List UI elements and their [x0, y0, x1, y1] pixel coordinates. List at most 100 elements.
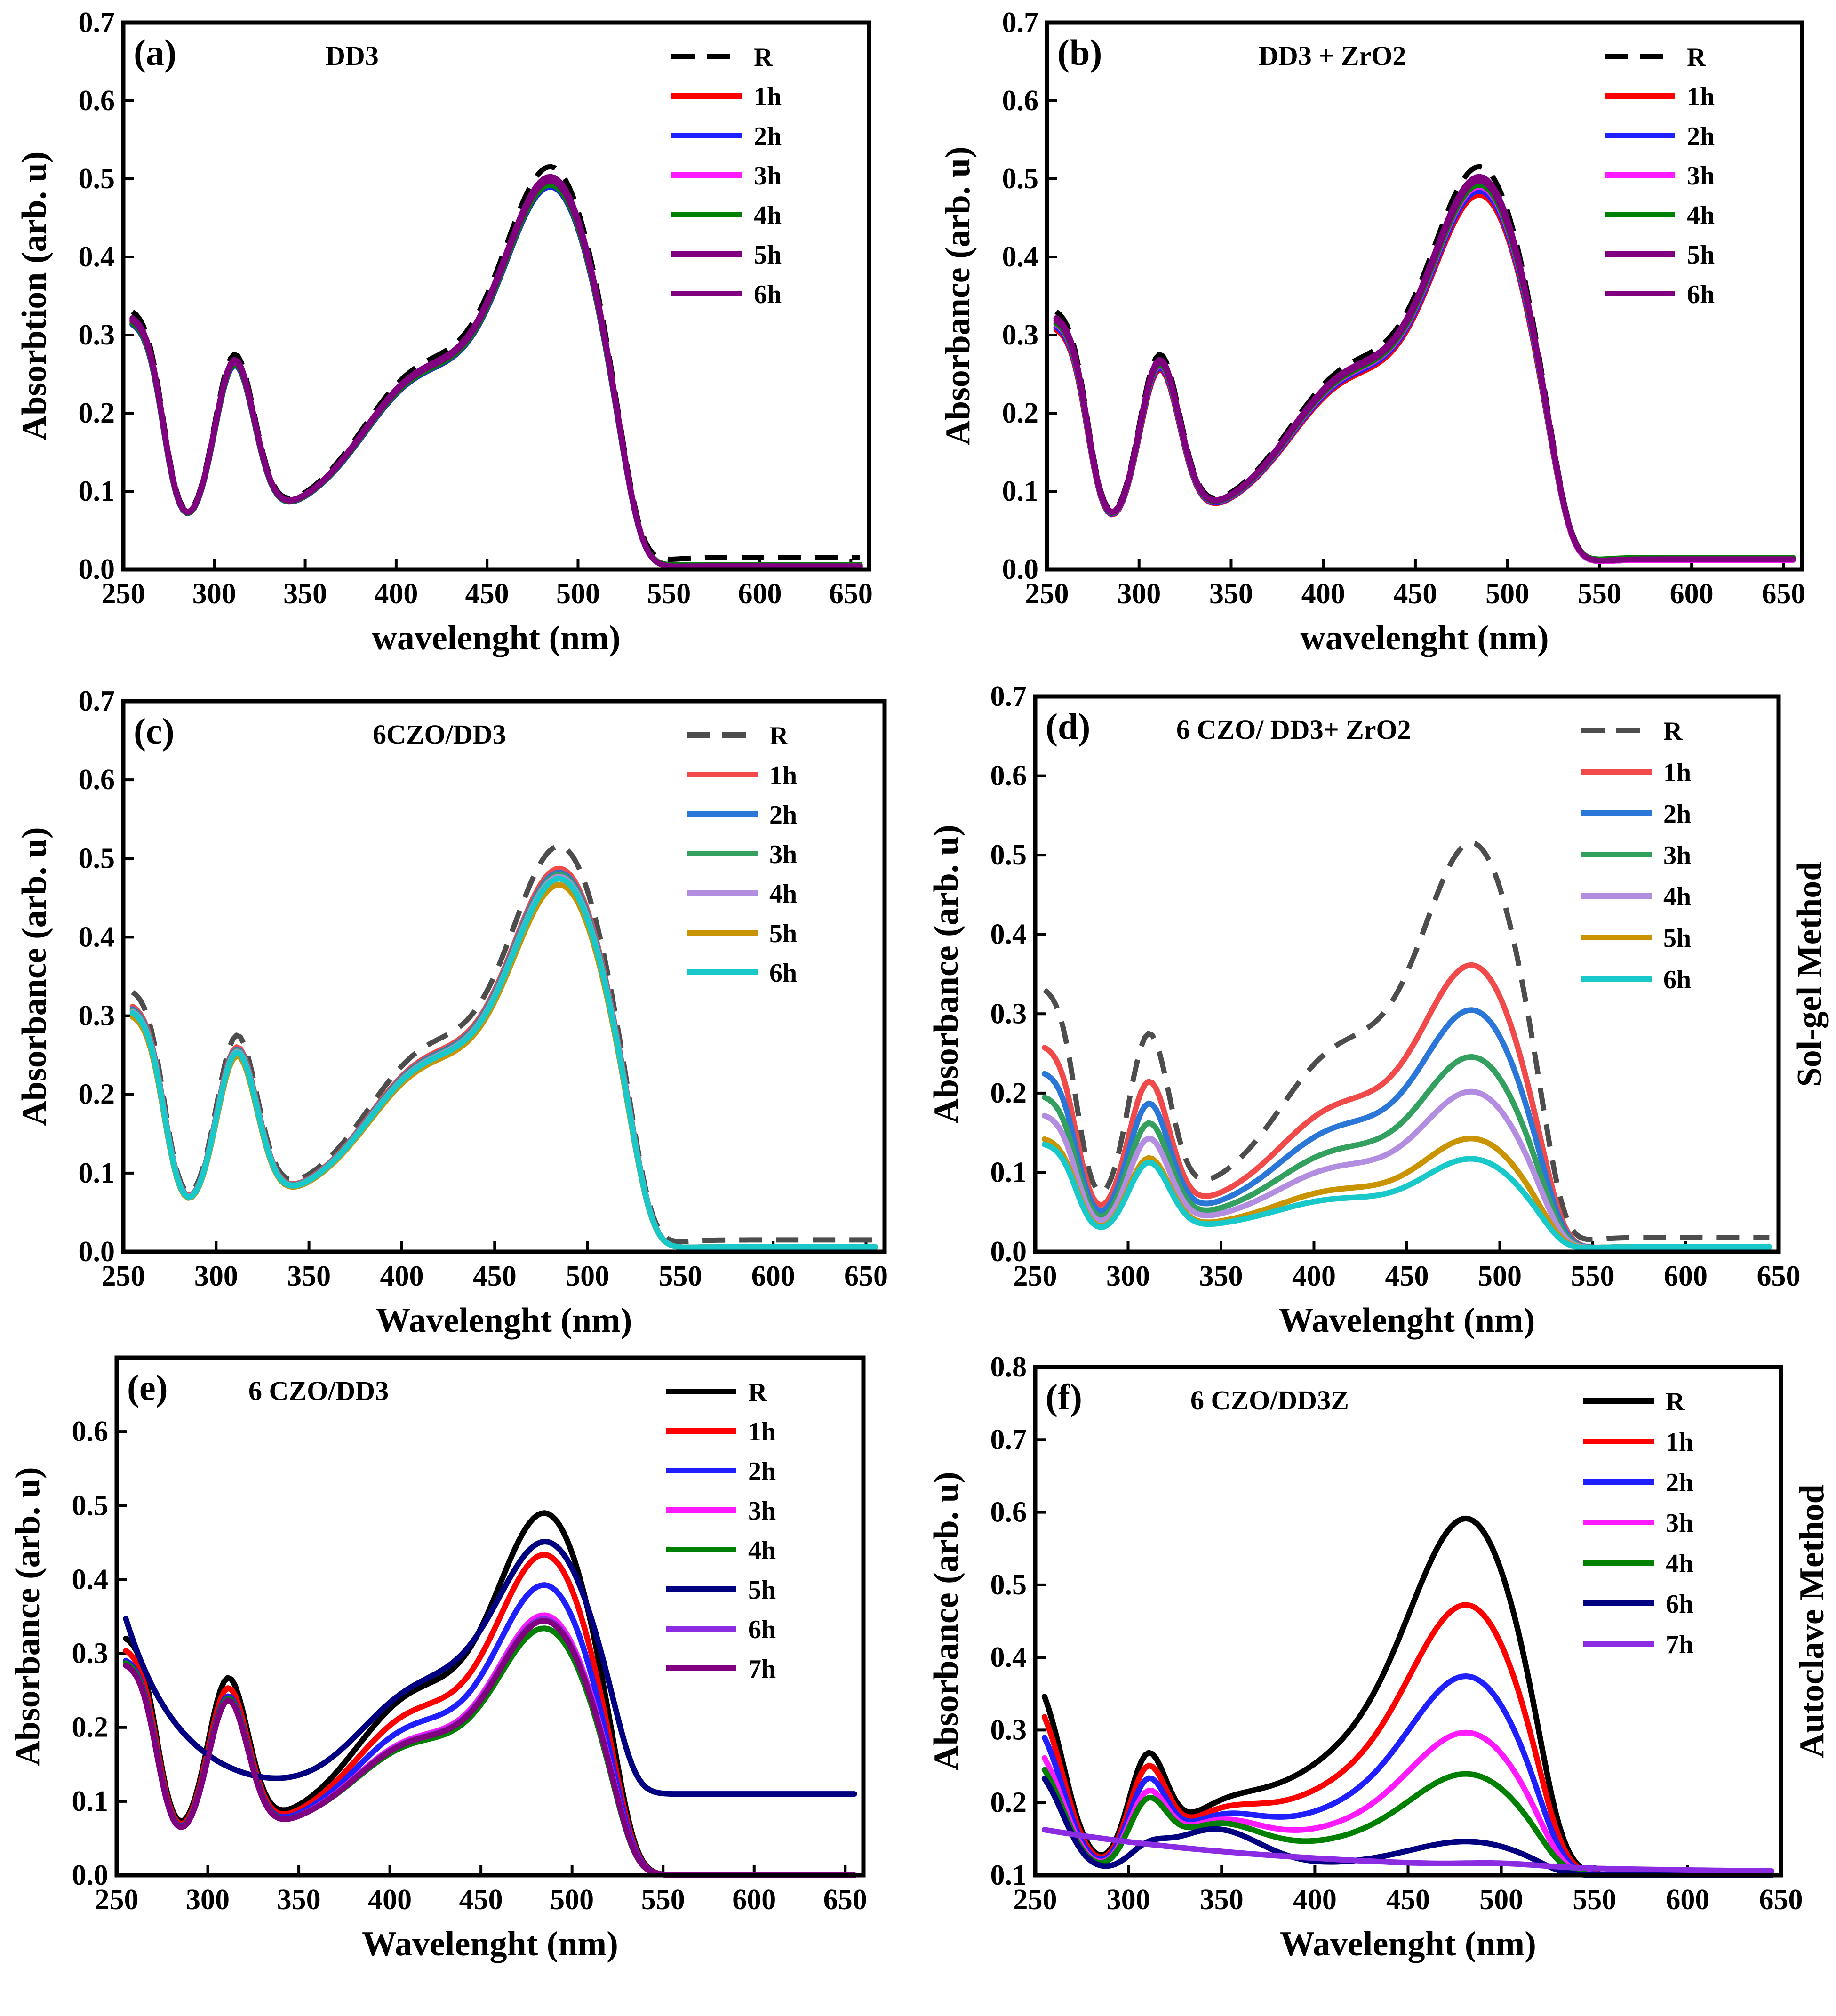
x-axis-title: wavelenght (nm)	[1300, 619, 1549, 657]
legend-label-R: R	[769, 721, 789, 751]
legend-label-4h: 4h	[748, 1536, 776, 1565]
chart-panel-f: 250 300 350 400 450 500 550 600 650 0.1 0.2 0.3 0.4 0…	[927, 1351, 1831, 1963]
y-tick-label: 0.1	[79, 475, 115, 507]
legend-label-3h: 3h	[1663, 841, 1691, 870]
panel-label: (a)	[134, 32, 176, 73]
x-axis-title: Wavelenght (nm)	[1279, 1301, 1535, 1340]
x-tick-label: 450	[465, 578, 509, 610]
y-tick-label: 0.2	[79, 397, 115, 429]
x-tick-label: 550	[1573, 1884, 1616, 1916]
legend-label-4h: 4h	[769, 880, 797, 909]
panel-title: 6CZO/DD3	[373, 719, 506, 750]
y-axis-title: Absorbance (arb. u)	[939, 146, 977, 445]
legend-label-7h: 7h	[748, 1655, 776, 1684]
y-axis-title: Absorbtion (arb. u)	[15, 152, 54, 441]
legend-label-3h: 3h	[748, 1496, 776, 1526]
x-tick-label: 250	[95, 1884, 139, 1916]
y-tick-label: 0.1	[72, 1785, 109, 1817]
x-tick-label: 250	[102, 1260, 145, 1292]
x-tick-label: 650	[823, 1884, 867, 1916]
legend-label-1h: 1h	[754, 82, 782, 112]
legend-label-2h: 2h	[748, 1457, 776, 1486]
panel-label: (c)	[134, 711, 175, 752]
legend-label-3h: 3h	[769, 840, 797, 869]
x-tick-label: 650	[1762, 578, 1805, 610]
y-tick-label: 0.3	[79, 319, 115, 351]
x-tick-label: 400	[374, 578, 418, 610]
panel-title: DD3 + ZrO2	[1259, 40, 1406, 71]
y-tick-label: 0.1	[990, 1156, 1027, 1188]
x-tick-label: 500	[566, 1260, 609, 1292]
legend-label-1h: 1h	[1666, 1428, 1693, 1457]
legend-label-R: R	[1666, 1387, 1685, 1416]
legend-label-R: R	[1687, 43, 1706, 72]
x-tick-label: 300	[1107, 1884, 1150, 1916]
legend-label-5h: 5h	[1663, 924, 1691, 953]
x-tick-label: 350	[277, 1884, 321, 1916]
y-tick-label: 0.0	[1002, 553, 1039, 585]
x-tick-label: 450	[1385, 1260, 1429, 1292]
x-tick-label: 650	[829, 578, 873, 610]
panel-title: DD3	[326, 40, 379, 71]
x-tick-label: 400	[380, 1260, 423, 1292]
panel-title: 6 CZO/DD3	[248, 1376, 389, 1406]
x-tick-label: 550	[647, 578, 691, 610]
y-tick-label: 0.6	[990, 760, 1027, 792]
y-axis-title: Absorbance (arb. u)	[8, 1467, 47, 1766]
y-tick-label: 0.6	[990, 1496, 1027, 1528]
y-tick-label: 0.7	[990, 680, 1027, 712]
y-tick-label: 0.5	[79, 163, 115, 195]
y-tick-label: 0.0	[990, 1236, 1027, 1268]
x-axis-title: Wavelenght (nm)	[1280, 1925, 1536, 1963]
x-tick-label: 350	[1200, 1884, 1244, 1916]
legend-label-1h: 1h	[769, 761, 797, 790]
x-tick-label: 400	[1293, 1884, 1337, 1916]
chart-panel-a: 250 300 350 400 450 500 550 600 650 0.0 0.1 0.2 0.3 0…	[15, 7, 873, 657]
y-tick-label: 0.7	[1002, 7, 1039, 39]
legend-label-3h: 3h	[754, 161, 782, 191]
series-line-6h	[1053, 174, 1796, 564]
plot-frame	[1045, 20, 1804, 572]
legend-label-4h: 4h	[754, 201, 782, 230]
legend-label-7h: 7h	[1666, 1630, 1693, 1659]
y-tick-label: 0.5	[72, 1489, 109, 1521]
x-tick-label: 600	[1664, 1260, 1708, 1292]
legend-label-6h: 6h	[1687, 280, 1715, 309]
y-tick-label: 0.6	[1002, 85, 1039, 117]
y-tick-label: 0.7	[79, 685, 115, 717]
y-tick-label: 0.6	[79, 764, 115, 796]
plot-frame	[121, 20, 871, 572]
x-axis-title: Wavelenght (nm)	[362, 1925, 618, 1963]
x-tick-label: 450	[459, 1884, 503, 1916]
y-tick-label: 0.2	[1002, 397, 1039, 429]
legend-label-2h: 2h	[754, 122, 782, 151]
x-tick-label: 550	[1578, 578, 1621, 610]
legend-label-5h: 5h	[769, 919, 797, 948]
y-tick-label: 0.7	[79, 7, 115, 39]
method-label: Sol-gel Method	[1790, 862, 1829, 1087]
legend-label-5h: 5h	[754, 240, 782, 270]
x-tick-label: 250	[1014, 1884, 1057, 1916]
legend-label-6h: 6h	[748, 1615, 776, 1644]
series-line-6h	[129, 178, 863, 569]
chart-panel-d: 250 300 350 400 450 500 550 600 650 0.0 0.1 0.2 0.3 0…	[927, 680, 1829, 1340]
x-tick-label: 500	[1478, 1260, 1522, 1292]
x-tick-label: 600	[751, 1260, 795, 1292]
series-line-R	[1043, 840, 1770, 1242]
y-tick-label: 0.4	[1002, 241, 1039, 273]
legend-label-1h: 1h	[1687, 82, 1715, 112]
x-tick-label: 600	[732, 1884, 776, 1916]
method-label: Autoclave Method	[1793, 1484, 1831, 1758]
x-tick-label: 450	[1393, 578, 1437, 610]
y-tick-label: 0.4	[79, 241, 115, 273]
legend-label-2h: 2h	[1687, 122, 1715, 151]
chart-panel-b: 250 300 350 400 450 500 550 600 650 0.0 0.1 0.2 0.3 0…	[939, 7, 1805, 657]
y-tick-label: 0.1	[79, 1157, 115, 1189]
x-tick-label: 400	[1292, 1260, 1336, 1292]
legend-label-5h: 5h	[748, 1576, 776, 1605]
x-tick-label: 300	[1106, 1260, 1150, 1292]
x-tick-label: 400	[368, 1884, 412, 1916]
y-axis-title: Absorbance (arb. u)	[927, 824, 966, 1123]
series-line-6h	[1041, 1141, 1772, 1251]
